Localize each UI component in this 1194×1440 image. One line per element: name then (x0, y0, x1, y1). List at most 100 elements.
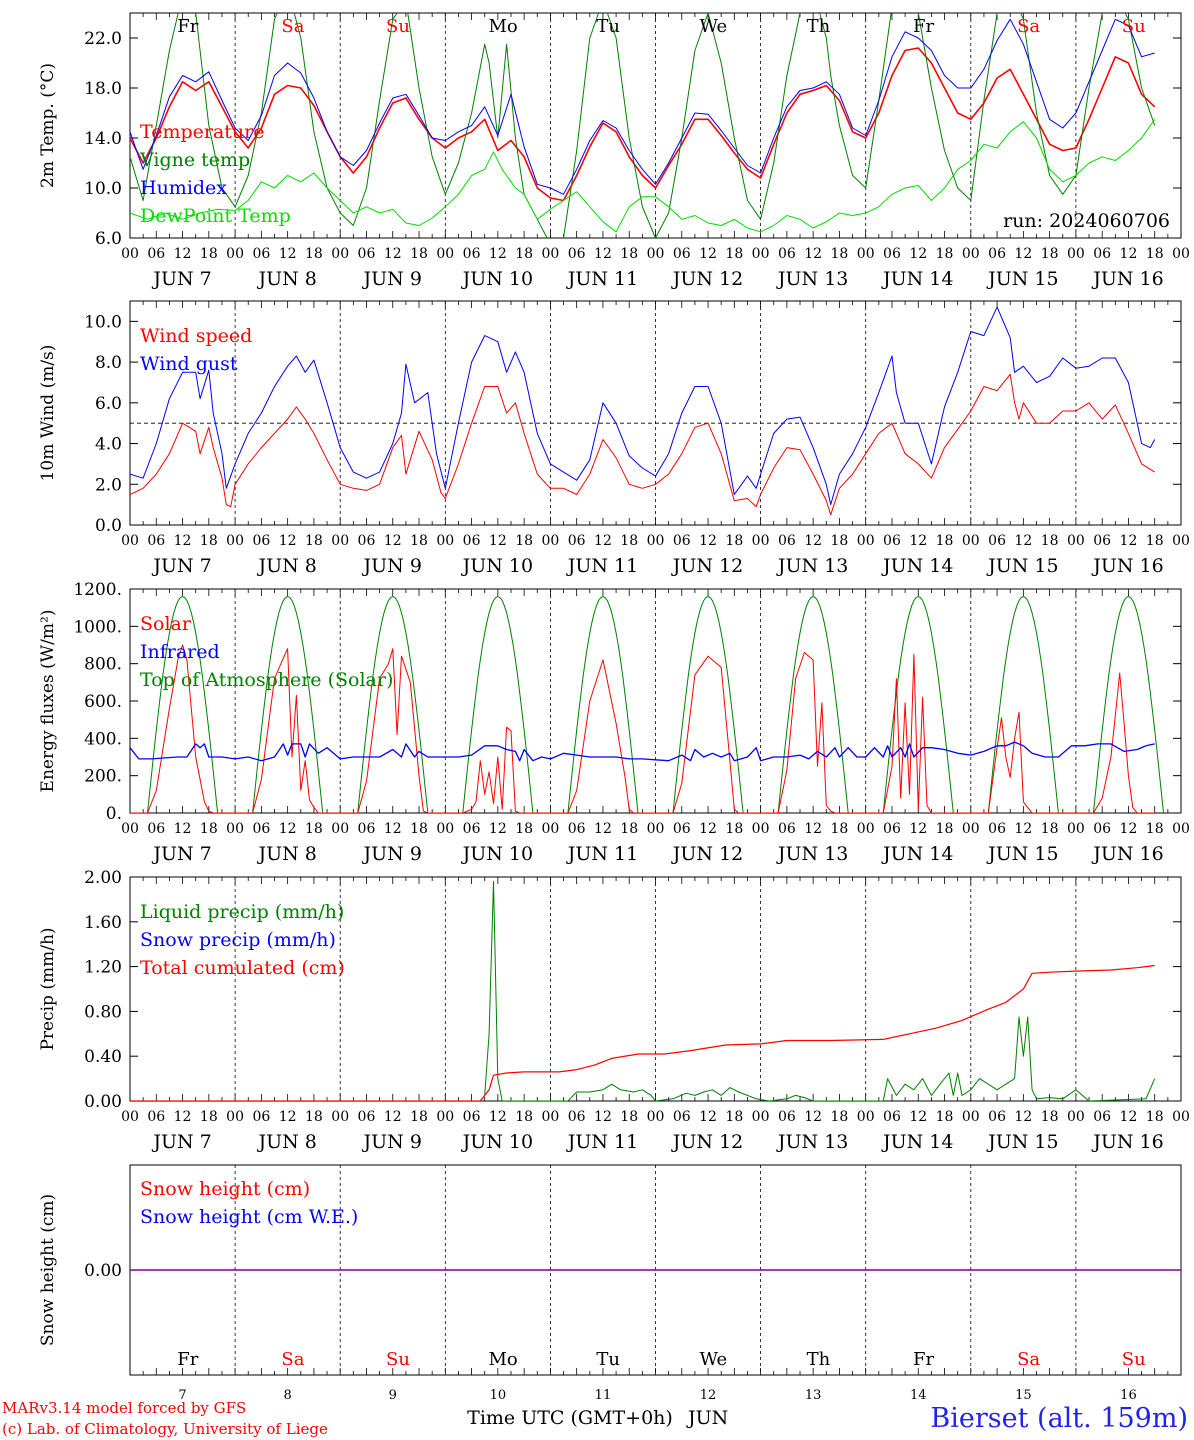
hour-tick-label: 00 (857, 533, 875, 549)
weekday-label: Th (807, 16, 831, 37)
hour-tick-label: 00 (1067, 246, 1085, 262)
hour-tick-label: 12 (489, 246, 507, 262)
y-tick-label: 10.0 (84, 179, 122, 199)
date-label: JUN 15 (986, 1131, 1058, 1153)
series-line-1 (130, 373, 1155, 516)
y-axis-label: Precip (mm/h) (38, 927, 58, 1050)
date-number: 12 (700, 1388, 717, 1403)
hour-tick-label: 12 (1120, 246, 1138, 262)
y-tick-label: 22.0 (84, 29, 122, 49)
y-tick-label: 8.0 (95, 353, 122, 373)
hour-tick-label: 12 (909, 1109, 927, 1125)
hour-tick-label: 12 (174, 246, 192, 262)
toa-solar-line (147, 595, 219, 814)
hour-tick-label: 12 (909, 246, 927, 262)
hour-tick-label: 00 (752, 533, 770, 549)
hour-tick-label: 18 (1041, 246, 1059, 262)
hour-tick-label: 06 (358, 246, 376, 262)
station-label: Bierset (alt. 159m) (930, 1403, 1188, 1434)
hour-tick-label: 06 (673, 533, 691, 549)
hour-tick-label: 18 (305, 1109, 323, 1125)
hour-tick-label: 00 (962, 533, 980, 549)
series-line-2 (130, 306, 1156, 506)
date-label: JUN 9 (362, 1131, 422, 1153)
hour-tick-label: 00 (857, 821, 875, 837)
hour-tick-label: 18 (620, 821, 638, 837)
hour-tick-label: 12 (699, 821, 717, 837)
weekday-label: Tu (596, 16, 620, 37)
model-credit-line2: (c) Lab. of Climatology, University of L… (2, 1420, 328, 1438)
hour-tick-label: 18 (515, 1109, 533, 1125)
date-label: JUN 8 (256, 268, 316, 290)
hour-tick-label: 18 (936, 1109, 954, 1125)
weekday-label: Su (1122, 16, 1146, 37)
date-label: JUN 14 (881, 843, 953, 865)
hour-tick-label: 00 (857, 1109, 875, 1125)
toa-solar-line (252, 595, 324, 814)
hour-tick-label: 18 (1041, 821, 1059, 837)
hour-tick-label: 12 (489, 533, 507, 549)
y-tick-label: 6.0 (95, 394, 122, 414)
hour-tick-label: 18 (936, 246, 954, 262)
hour-tick-label: 18 (620, 246, 638, 262)
x-axis-month: JUN (686, 1407, 728, 1429)
hour-tick-label: 12 (804, 533, 822, 549)
y-tick-label: 18.0 (84, 79, 122, 99)
legend-entry: Top of Atmosphere (Solar) (140, 669, 393, 691)
weekday-label: Mo (488, 1349, 517, 1370)
date-label: JUN 16 (1091, 555, 1163, 577)
hour-tick-label: 00 (1067, 533, 1085, 549)
hour-tick-label: 00 (1067, 821, 1085, 837)
hour-tick-label: 12 (594, 246, 612, 262)
y-tick-label: 4.0 (95, 435, 122, 455)
hour-tick-label: 12 (594, 821, 612, 837)
toa-solar-line (777, 595, 849, 814)
hour-tick-label: 18 (200, 1109, 218, 1125)
hour-tick-label: 00 (541, 821, 559, 837)
hour-tick-label: 12 (594, 1109, 612, 1125)
date-number: 10 (490, 1388, 507, 1403)
hour-tick-label: 06 (778, 246, 796, 262)
series-line-4 (130, 119, 1156, 233)
weekday-label: Fr (913, 1349, 934, 1370)
hour-tick-label: 12 (174, 1109, 192, 1125)
weekday-label: Su (386, 1349, 410, 1370)
hour-tick-label: 12 (594, 533, 612, 549)
hour-tick-label: 00 (1172, 533, 1190, 549)
hour-tick-label: 00 (1172, 246, 1190, 262)
hour-tick-label: 00 (331, 533, 349, 549)
y-axis-label: Energy fluxes (W/m²) (38, 610, 58, 793)
hour-tick-label: 00 (647, 533, 665, 549)
date-label: JUN 13 (776, 268, 848, 290)
toa-solar-line (987, 595, 1059, 814)
hour-tick-label: 00 (1172, 1109, 1190, 1125)
hour-tick-label: 00 (121, 821, 139, 837)
date-label: JUN 11 (566, 268, 638, 290)
hour-tick-label: 12 (1014, 533, 1032, 549)
hour-tick-label: 18 (936, 821, 954, 837)
y-tick-label: 0.40 (84, 1047, 122, 1067)
hour-tick-label: 00 (647, 1109, 665, 1125)
hour-tick-label: 12 (489, 1109, 507, 1125)
y-tick-label: 10.0 (84, 312, 122, 332)
plot-frame (129, 300, 1182, 526)
hour-tick-label: 00 (962, 246, 980, 262)
hour-tick-label: 18 (725, 533, 743, 549)
hour-tick-label: 06 (463, 1109, 481, 1125)
date-label: JUN 10 (461, 268, 533, 290)
hour-tick-label: 06 (778, 1109, 796, 1125)
hour-tick-label: 06 (463, 821, 481, 837)
date-label: JUN 9 (362, 843, 422, 865)
hour-tick-label: 12 (1014, 821, 1032, 837)
date-label: JUN 8 (256, 555, 316, 577)
hour-tick-label: 18 (1146, 533, 1164, 549)
date-label: JUN 7 (151, 843, 211, 865)
date-label: JUN 15 (986, 555, 1058, 577)
hour-tick-label: 00 (752, 246, 770, 262)
date-number: 14 (910, 1388, 927, 1403)
legend-entry: Wind speed (140, 325, 252, 347)
toa-solar-line (357, 595, 429, 814)
series-line-1 (130, 881, 1156, 1101)
date-label: JUN 11 (566, 555, 638, 577)
hour-tick-label: 00 (647, 246, 665, 262)
